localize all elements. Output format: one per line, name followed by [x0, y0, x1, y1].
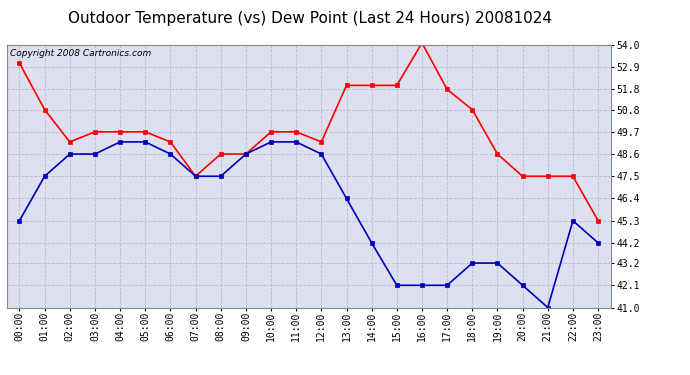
Text: Copyright 2008 Cartronics.com: Copyright 2008 Cartronics.com	[10, 49, 151, 58]
Text: Outdoor Temperature (vs) Dew Point (Last 24 Hours) 20081024: Outdoor Temperature (vs) Dew Point (Last…	[68, 11, 553, 26]
